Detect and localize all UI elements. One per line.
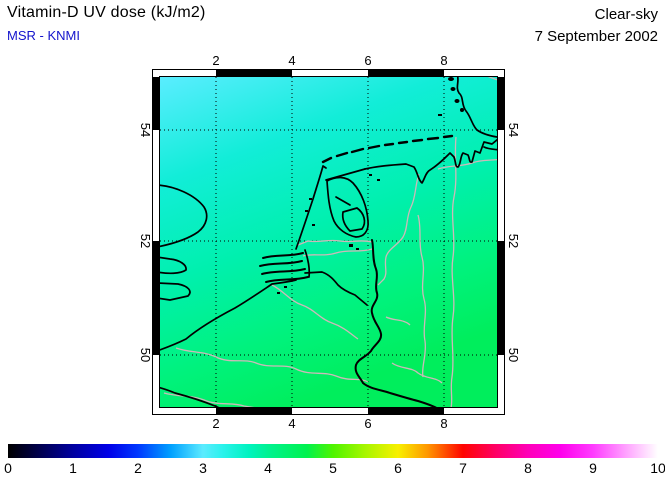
map-panel — [152, 69, 505, 415]
colorbar-tick-1: 1 — [69, 460, 77, 476]
lat-tick-left-54: 54 — [138, 122, 153, 138]
lat-tick-right-54: 54 — [506, 122, 521, 138]
colorbar-tick-8: 8 — [524, 460, 532, 476]
colorbar-tick-5: 5 — [329, 460, 337, 476]
condition-label: Clear-sky — [594, 6, 658, 23]
colorbar-tick-7: 7 — [459, 460, 467, 476]
header-right-block: Clear-sky 7 September 2002 — [535, 4, 658, 48]
colorbar-tick-0: 0 — [4, 460, 12, 476]
lon-tick-bottom-6: 6 — [364, 416, 372, 431]
coastlines-group — [160, 77, 497, 408]
colorbar-tick-6: 6 — [394, 460, 402, 476]
colorbar-tick-3: 3 — [199, 460, 207, 476]
map-canvas — [152, 69, 505, 415]
page-subtitle: MSR - KNMI — [7, 28, 80, 43]
colorbar-tick-2: 2 — [134, 460, 142, 476]
lon-tick-top-2: 2 — [212, 53, 220, 68]
lat-tick-left-50: 50 — [138, 347, 153, 363]
lon-tick-bottom-4: 4 — [288, 416, 296, 431]
colorbar-tick-9: 9 — [589, 460, 597, 476]
lon-tick-bottom-2: 2 — [212, 416, 220, 431]
lat-tick-left-52: 52 — [138, 233, 153, 249]
page-title: Vitamin-D UV dose (kJ/m2) — [7, 4, 206, 21]
lon-tick-bottom-8: 8 — [440, 416, 448, 431]
borders-group — [163, 77, 497, 408]
lon-tick-top-8: 8 — [440, 53, 448, 68]
dose-field — [160, 77, 497, 408]
lat-tick-right-50: 50 — [506, 347, 521, 363]
colorbar-gradient — [8, 444, 658, 458]
lat-tick-right-52: 52 — [506, 233, 521, 249]
map-frame — [152, 69, 505, 415]
colorbar-tick-10: 10 — [650, 460, 665, 476]
lon-tick-top-6: 6 — [364, 53, 372, 68]
islands-group — [277, 77, 464, 294]
colorbar-tick-4: 4 — [264, 460, 272, 476]
lon-tick-top-4: 4 — [288, 53, 296, 68]
date-label: 7 September 2002 — [534, 27, 658, 45]
